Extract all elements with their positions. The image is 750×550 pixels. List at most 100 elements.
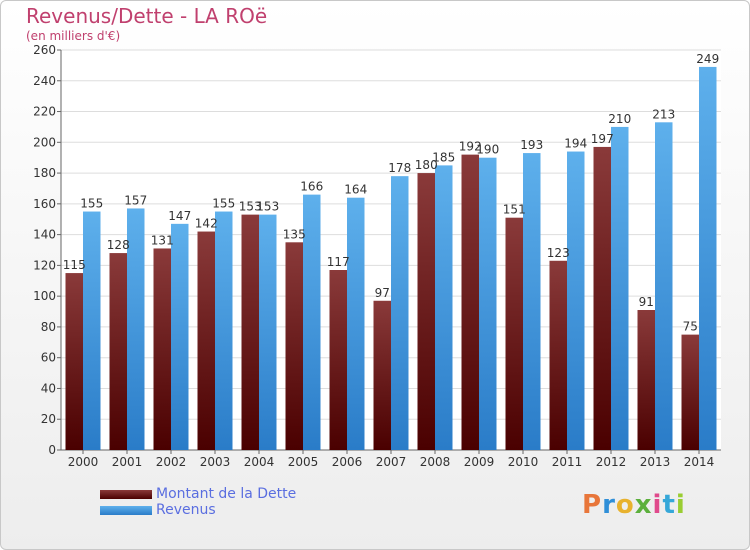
- legend: Montant de la Dette Revenus: [100, 486, 296, 518]
- x-tick-label: 2000: [68, 455, 99, 469]
- data-label: 75: [683, 320, 698, 334]
- data-label: 155: [212, 197, 235, 211]
- y-tick-label: 100: [33, 289, 56, 303]
- y-tick-label: 60: [41, 351, 56, 365]
- bar-dette: [417, 173, 435, 451]
- bar-revenus: [435, 165, 453, 450]
- data-label: 135: [283, 227, 306, 241]
- logo-letter: i: [652, 490, 663, 520]
- x-tick-label: 2004: [244, 455, 275, 469]
- x-tick-label: 2003: [200, 455, 231, 469]
- x-tick-label: 2007: [376, 455, 407, 469]
- data-label: 213: [652, 107, 675, 121]
- bar-dette: [549, 260, 567, 450]
- y-tick-label: 40: [41, 381, 56, 395]
- legend-label-dette: Montant de la Dette: [156, 486, 297, 502]
- data-label: 249: [696, 52, 719, 66]
- bar-dette: [329, 270, 347, 450]
- data-label: 97: [375, 286, 390, 300]
- bar-dette: [65, 273, 83, 450]
- data-label: 210: [608, 112, 631, 126]
- x-tick-label: 2010: [508, 455, 539, 469]
- data-label: 123: [547, 246, 570, 260]
- bar-revenus: [479, 157, 497, 450]
- data-label: 117: [327, 255, 350, 269]
- data-label: 178: [388, 161, 411, 175]
- x-tick-label: 2001: [112, 455, 143, 469]
- legend-label-revenus: Revenus: [156, 502, 216, 518]
- y-tick-label: 260: [33, 43, 56, 57]
- data-label: 180: [415, 158, 438, 172]
- legend-swatch-revenus: [100, 505, 152, 515]
- y-tick-label: 180: [33, 166, 56, 180]
- data-label: 192: [459, 140, 482, 154]
- data-label: 91: [639, 295, 654, 309]
- y-tick-label: 80: [41, 320, 56, 334]
- bar-chart: 0 20 40 60 80 100 120 140 160 180 200 220 240 260 200…: [33, 43, 721, 469]
- bar-revenus: [699, 66, 717, 450]
- logo-letter: x: [634, 490, 653, 520]
- logo-letter: i: [675, 490, 686, 520]
- y-tick-label: 120: [33, 258, 56, 272]
- bar-dette: [153, 248, 171, 450]
- y-tick-label: 20: [41, 412, 56, 426]
- data-label: 142: [195, 217, 218, 231]
- bar-dette: [681, 334, 699, 450]
- bar-revenus: [347, 197, 365, 450]
- bar-revenus: [303, 194, 321, 450]
- data-label: 190: [476, 143, 499, 157]
- bar-dette: [197, 231, 215, 450]
- data-label: 193: [520, 138, 543, 152]
- data-label: 153: [239, 200, 262, 214]
- bar-dette: [637, 310, 655, 450]
- data-label: 153: [256, 200, 279, 214]
- logo-letter: r: [602, 490, 616, 520]
- legend-item-revenus: Revenus: [100, 502, 296, 518]
- bar-revenus: [83, 211, 101, 450]
- x-tick-label: 2009: [464, 455, 495, 469]
- x-tick-label: 2013: [640, 455, 671, 469]
- y-tick-label: 140: [33, 228, 56, 242]
- y-tick-label: 160: [33, 197, 56, 211]
- data-label: 197: [591, 132, 614, 146]
- bar-dette: [593, 146, 611, 450]
- proxiti-logo: Proxiti: [582, 490, 686, 520]
- logo-letter: o: [615, 490, 635, 520]
- x-tick-label: 2002: [156, 455, 187, 469]
- bar-revenus: [259, 214, 277, 450]
- bar-revenus: [523, 153, 541, 451]
- data-label: 164: [344, 183, 367, 197]
- x-tick-label: 2012: [596, 455, 627, 469]
- bar-revenus: [611, 126, 629, 450]
- bar-dette: [373, 300, 391, 450]
- data-label: 157: [124, 193, 147, 207]
- bar-revenus: [391, 176, 409, 450]
- bar-dette: [241, 214, 259, 450]
- data-label: 151: [503, 203, 526, 217]
- y-tick-label: 220: [33, 105, 56, 119]
- x-tick-label: 2005: [288, 455, 319, 469]
- data-label: 147: [168, 209, 191, 223]
- x-tick-label: 2011: [552, 455, 583, 469]
- y-tick-label: 240: [33, 74, 56, 88]
- bar-revenus: [127, 208, 145, 450]
- legend-item-dette: Montant de la Dette: [100, 486, 296, 502]
- bar-dette: [285, 242, 303, 450]
- data-label: 166: [300, 180, 323, 194]
- bar-dette: [461, 154, 479, 450]
- bar-dette: [505, 217, 523, 450]
- bar-revenus: [567, 151, 585, 451]
- bar-revenus: [215, 211, 233, 450]
- logo-letter: t: [662, 490, 676, 520]
- bar-revenus: [171, 223, 189, 450]
- bar-revenus: [655, 122, 673, 451]
- y-tick-label: 0: [48, 443, 56, 457]
- y-tick-label: 200: [33, 135, 56, 149]
- data-label: 194: [564, 137, 587, 151]
- data-label: 128: [107, 238, 130, 252]
- data-label: 115: [63, 258, 86, 272]
- legend-swatch-dette: [100, 489, 152, 499]
- data-label: 155: [80, 197, 103, 211]
- x-tick-label: 2006: [332, 455, 363, 469]
- x-tick-label: 2008: [420, 455, 451, 469]
